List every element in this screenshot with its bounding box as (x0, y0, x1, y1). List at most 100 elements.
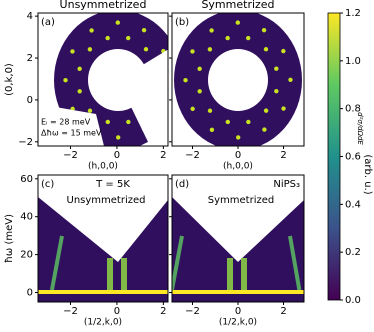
panel-label: (d) (175, 179, 189, 190)
x-tick-label: 2 (160, 150, 166, 161)
colorbar-tick-label: 0.2 (345, 247, 361, 258)
bragg-spot (126, 119, 131, 125)
y-tick-label: 0 (27, 288, 33, 299)
bragg-spot (281, 48, 286, 54)
bragg-spot (190, 106, 195, 112)
bragg-spot (263, 47, 269, 52)
magnon-band (121, 258, 127, 291)
bragg-spot (262, 127, 267, 132)
bragg-spot (281, 106, 286, 111)
heatmap-image (38, 175, 168, 302)
panel-title: Symmetrized (201, 0, 274, 11)
bragg-spot (63, 78, 68, 83)
elastic-line (172, 290, 304, 294)
elastic-line (38, 290, 168, 294)
colorbar-tick-label: 1.0 (345, 56, 361, 67)
x-tick-label: 0 (235, 306, 241, 317)
colorbar-tick-label: 0.8 (345, 104, 361, 115)
panel-label: (b) (175, 17, 189, 28)
colorbar-label: (arb. u.) (362, 154, 373, 194)
x-tick-label: 0 (114, 150, 120, 161)
plot-frame (37, 174, 169, 303)
panel-title: Unsymmetrized (60, 0, 147, 11)
empty-region (38, 175, 168, 262)
x-tick-label: 2 (280, 306, 286, 317)
bragg-spot (209, 127, 215, 133)
y-tick-label: 60 (20, 174, 33, 185)
annotation: Eᵢ = 28 meV (41, 118, 91, 127)
bragg-spot (77, 89, 82, 94)
bragg-spot (207, 47, 213, 52)
inset-title: Symmetrized (208, 195, 274, 206)
bragg-spot (70, 49, 75, 54)
colorbar-tick-label: 0.4 (345, 199, 361, 210)
bragg-spot (183, 78, 188, 83)
colorbar-tick-label: 0.0 (345, 295, 361, 306)
inset-title: Unsymmetrized (67, 195, 146, 206)
magnon-band (288, 235, 302, 291)
bragg-spot (209, 28, 214, 33)
magnon-band (107, 258, 113, 291)
x-axis-label: (1/2,k,0) (219, 318, 257, 328)
bragg-spot (261, 27, 267, 33)
bragg-spot (115, 135, 121, 140)
magnon-band (227, 258, 233, 291)
y-axis-label: (0,k,0) (4, 63, 15, 96)
empty-region (118, 49, 168, 146)
x-axis-label: (h,0,0) (88, 162, 118, 172)
empty-region (208, 49, 268, 111)
bragg-spot (87, 47, 93, 52)
colorbar-tick-label: 1.2 (345, 8, 361, 19)
bragg-spot (225, 119, 230, 125)
annotation: T = 5K (95, 179, 130, 190)
x-axis-label: (h,0,0) (223, 162, 253, 172)
x-tick-label: 2 (160, 306, 166, 317)
x-tick-label: −2 (185, 150, 200, 161)
x-tick-label: −2 (63, 150, 78, 161)
bragg-spot (288, 77, 293, 82)
bragg-spot (77, 66, 82, 72)
magnon-band (49, 235, 64, 291)
x-tick-label: 0 (114, 306, 120, 317)
bragg-spot (143, 47, 149, 52)
plot-frame (37, 12, 169, 147)
y-tick-label: 4 (27, 11, 33, 22)
y-tick-label: 40 (20, 212, 33, 223)
bragg-spot (105, 119, 110, 125)
bragg-spot (274, 88, 279, 94)
heatmap-image (174, 13, 302, 146)
bragg-spot (235, 20, 241, 25)
magnon-band (241, 258, 247, 291)
y-tick-label: 2 (27, 53, 33, 64)
y-tick-label: 0 (27, 95, 33, 106)
x-axis-label: (1/2,k,0) (84, 318, 122, 328)
colorbar-label: d²σ/dΩdE (356, 112, 364, 145)
bragg-spot (115, 20, 121, 25)
colorbar (327, 12, 341, 301)
bragg-spot (197, 66, 202, 72)
bragg-spot (126, 35, 131, 41)
bragg-spot (87, 108, 93, 113)
bragg-spot (197, 89, 202, 94)
bragg-spot (274, 66, 279, 71)
heatmap-image (38, 13, 168, 146)
annotation: NiPS₃ (273, 179, 300, 190)
y-tick-label: 20 (20, 250, 33, 261)
bragg-spot (246, 119, 251, 125)
magnon-band (172, 235, 184, 291)
panel-label: (c) (41, 179, 54, 190)
bragg-spot (207, 108, 213, 113)
bragg-spot (235, 135, 241, 140)
x-tick-label: −2 (185, 306, 200, 317)
bragg-spot (263, 108, 269, 113)
colorbar-tick-label: 0.6 (345, 152, 361, 163)
heatmap-image (172, 175, 304, 302)
y-axis-label: ħω (meV) (4, 214, 15, 263)
bragg-spot (246, 35, 251, 41)
panel-label: (a) (41, 17, 55, 28)
x-tick-label: 2 (280, 150, 286, 161)
empty-region (172, 175, 304, 262)
x-tick-label: 0 (235, 150, 241, 161)
annotation: Δħω = 15 meV (41, 129, 102, 138)
empty-region (38, 104, 104, 146)
